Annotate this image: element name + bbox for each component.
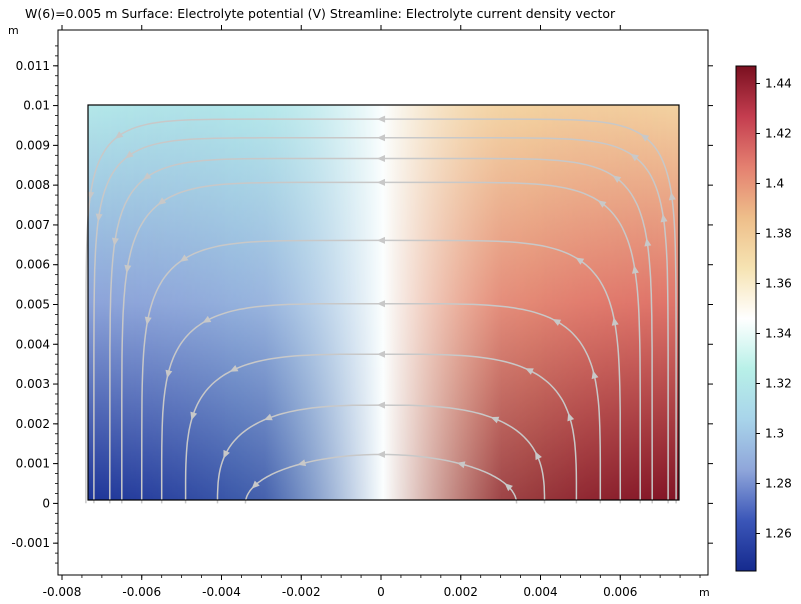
streamline-arrow — [125, 150, 134, 159]
streamline-arrow — [611, 317, 619, 326]
streamline-arrow — [377, 350, 385, 358]
x-axis-unit: m — [699, 586, 710, 599]
streamline-arrow — [377, 401, 385, 409]
streamline-arrow — [525, 368, 534, 375]
y-tick-label: -0.001 — [11, 536, 50, 550]
y-tick-label: 0.004 — [16, 337, 50, 351]
streamline-arrow — [567, 412, 575, 422]
streamline-arrow — [591, 370, 599, 380]
streamline-arrow — [229, 365, 239, 372]
y-tick-label: 0.003 — [16, 377, 50, 391]
streamline-arrow — [630, 153, 639, 162]
streamline-arrow — [95, 213, 103, 222]
y-tick-label: 0.006 — [16, 258, 50, 272]
colorbar-tick-label: 1.3 — [765, 427, 784, 441]
streamlines — [85, 115, 677, 504]
streamline-arrow — [124, 264, 132, 274]
streamline-arrow — [575, 257, 585, 265]
streamline-arrow — [535, 451, 542, 461]
y-tick-label: 0.009 — [16, 138, 50, 152]
streamline-arrow — [632, 265, 639, 274]
colorbar-tick-label: 1.32 — [765, 377, 792, 391]
x-tick-label: 0.002 — [444, 585, 478, 599]
y-tick-label: 0.011 — [16, 59, 50, 73]
colorbar-tick-label: 1.38 — [765, 227, 792, 241]
streamline-arrow — [456, 461, 466, 469]
streamline-arrow — [377, 134, 385, 142]
x-tick-label: -0.006 — [122, 585, 161, 599]
x-axis: -0.008 -0.006 -0.004 -0.002 0 0.002 0.004 0.006 — [43, 25, 701, 599]
colorbar: 1.26 1.28 1.3 1.32 1.34 1.36 1.38 1.4 1.42 1.44 — [735, 65, 792, 572]
streamline-arrow — [552, 319, 562, 326]
colorbar-scale — [735, 65, 757, 572]
streamline-arrow — [297, 459, 307, 467]
streamline-arrow — [179, 254, 189, 262]
streamline-arrow — [377, 115, 386, 123]
streamline-arrow — [377, 155, 385, 162]
y-tick-label: 0.007 — [16, 218, 50, 232]
x-tick-label: 0.006 — [603, 585, 637, 599]
streamline-arrow — [612, 175, 622, 183]
colorbar-tick-label: 1.36 — [765, 277, 792, 291]
streamline-arrow — [377, 178, 385, 186]
streamline-arrow — [144, 316, 152, 326]
streamline-arrow — [644, 238, 652, 247]
streamline-arrow — [640, 134, 650, 142]
x-tick-label: -0.004 — [202, 585, 241, 599]
y-axis: -0.001 0 0.001 0.002 0.003 0.004 0.005 0.006 0.0… — [11, 45, 713, 564]
x-tick-label: -0.008 — [43, 585, 82, 599]
colorbar-tick-label: 1.26 — [765, 527, 792, 541]
y-tick-label: 0.01 — [23, 99, 50, 113]
streamline-arrow — [165, 369, 173, 379]
potential-surface — [88, 105, 679, 500]
y-axis-unit: m — [8, 24, 19, 37]
streamline-arrow — [190, 411, 198, 421]
colorbar-tick-label: 1.42 — [765, 127, 792, 141]
domain-border — [87, 104, 680, 501]
streamline-arrow — [490, 416, 500, 424]
plot-frame — [57, 29, 709, 576]
x-tick-label: 0 — [377, 585, 385, 599]
streamline-arrow — [264, 413, 273, 421]
streamline-arrow — [668, 192, 676, 201]
y-tick-label: 0.008 — [16, 178, 50, 192]
colorbar-tick-label: 1.28 — [765, 477, 792, 491]
streamline-arrow — [377, 300, 385, 308]
streamline-arrow — [377, 236, 385, 244]
colorbar-tick-label: 1.34 — [765, 327, 792, 341]
x-tick-label: -0.002 — [282, 585, 321, 599]
chart-title: W(6)=0.005 m Surface: Electrolyte potent… — [25, 6, 616, 21]
streamline-arrow — [223, 449, 230, 459]
streamline-arrow — [142, 172, 152, 181]
y-tick-label: 0.001 — [16, 457, 50, 471]
x-tick-label: 0.004 — [523, 585, 557, 599]
y-tick-label: 0.002 — [16, 417, 50, 431]
streamline-arrow — [377, 450, 385, 458]
colorbar-tick-label: 1.44 — [765, 77, 792, 91]
streamline-arrow — [504, 483, 513, 492]
streamline-arrow — [87, 191, 95, 200]
colorbar-tick-label: 1.4 — [765, 177, 784, 191]
y-tick-label: 0.005 — [16, 297, 50, 311]
streamline-arrow — [660, 213, 668, 223]
streamline-arrow — [114, 131, 124, 139]
colorbar-ticks: 1.26 1.28 1.3 1.32 1.34 1.36 1.38 1.4 1.42 1.44 — [756, 77, 792, 541]
streamline-arrow — [597, 200, 607, 208]
streamline-arrow — [111, 237, 119, 246]
streamline-arrow — [251, 480, 260, 489]
streamline-arrow — [202, 315, 212, 323]
streamline-arrow — [157, 197, 167, 205]
y-tick-label: 0 — [42, 496, 50, 510]
